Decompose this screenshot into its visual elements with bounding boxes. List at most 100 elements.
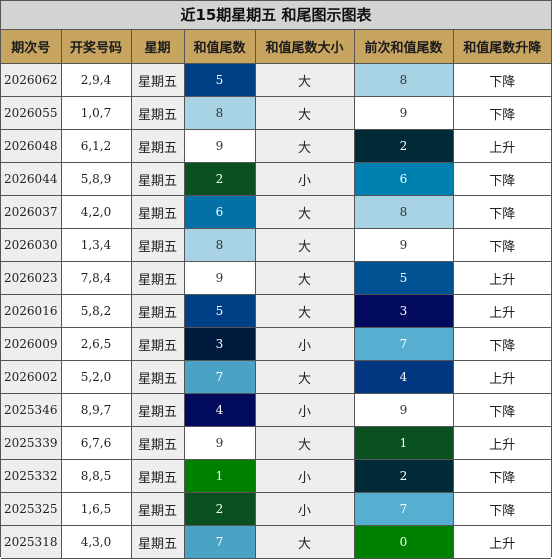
sum-tail-cell: 5 xyxy=(183,63,256,97)
issue-cell: 2026062 xyxy=(1,63,62,97)
issue-cell: 2026030 xyxy=(1,228,62,262)
size-cell: 小 xyxy=(254,459,355,493)
table-row: 2025318 4,3,0 星期五 7 大 0 上升 xyxy=(1,525,551,559)
size-cell: 大 xyxy=(254,294,355,328)
trend-cell: 下降 xyxy=(452,327,551,361)
numbers-cell: 7,8,4 xyxy=(60,261,132,295)
numbers-cell: 2,6,5 xyxy=(60,327,132,361)
numbers-cell: 1,6,5 xyxy=(60,492,132,526)
weekday-cell: 星期五 xyxy=(130,96,185,130)
numbers-cell: 5,8,9 xyxy=(60,162,132,196)
numbers-cell: 4,2,0 xyxy=(60,195,132,229)
numbers-cell: 2,9,4 xyxy=(60,63,132,97)
table-row: 2026016 5,8,2 星期五 5 大 3 上升 xyxy=(1,294,551,328)
sum-tail-cell: 2 xyxy=(183,162,256,196)
table-row: 2026002 5,2,0 星期五 7 大 4 上升 xyxy=(1,360,551,394)
size-cell: 大 xyxy=(254,63,355,97)
table-row: 2026009 2,6,5 星期五 3 小 7 下降 xyxy=(1,327,551,361)
trend-cell: 下降 xyxy=(452,393,551,427)
size-cell: 大 xyxy=(254,261,355,295)
sum-tail-cell: 8 xyxy=(183,96,256,130)
issue-cell: 2025346 xyxy=(1,393,62,427)
trend-cell: 下降 xyxy=(452,459,551,493)
prev-tail-cell: 1 xyxy=(353,426,454,460)
table-row: 2025339 6,7,6 星期五 9 大 1 上升 xyxy=(1,426,551,460)
prev-tail-cell: 2 xyxy=(353,129,454,163)
issue-cell: 2025318 xyxy=(1,525,62,559)
issue-cell: 2025332 xyxy=(1,459,62,493)
table-row: 2025325 1,6,5 星期五 2 小 7 下降 xyxy=(1,492,551,526)
header-trend: 和值尾数升降 xyxy=(452,30,551,64)
sum-tail-cell: 9 xyxy=(183,129,256,163)
sum-tail-cell: 2 xyxy=(183,492,256,526)
prev-tail-cell: 3 xyxy=(353,294,454,328)
page-title: 近15期星期五 和尾图示图表 xyxy=(1,1,551,30)
issue-cell: 2026037 xyxy=(1,195,62,229)
size-cell: 小 xyxy=(254,492,355,526)
size-cell: 大 xyxy=(254,525,355,559)
table-row: 2026044 5,8,9 星期五 2 小 6 下降 xyxy=(1,162,551,196)
trend-cell: 下降 xyxy=(452,228,551,262)
prev-tail-cell: 6 xyxy=(353,162,454,196)
weekday-cell: 星期五 xyxy=(130,426,185,460)
numbers-cell: 6,1,2 xyxy=(60,129,132,163)
table-body: 2026062 2,9,4 星期五 5 大 8 下降 2026055 1,0,7 星期五 8 大 9 下降… xyxy=(1,63,551,559)
trend-cell: 上升 xyxy=(452,426,551,460)
numbers-cell: 1,0,7 xyxy=(60,96,132,130)
numbers-cell: 5,8,2 xyxy=(60,294,132,328)
issue-cell: 2026023 xyxy=(1,261,62,295)
prev-tail-cell: 4 xyxy=(353,360,454,394)
prev-tail-cell: 2 xyxy=(353,459,454,493)
numbers-cell: 4,3,0 xyxy=(60,525,132,559)
sum-tail-cell: 1 xyxy=(183,459,256,493)
size-cell: 大 xyxy=(254,426,355,460)
weekday-cell: 星期五 xyxy=(130,195,185,229)
issue-cell: 2026048 xyxy=(1,129,62,163)
sum-tail-table: 期次号 开奖号码 星期 和值尾数 和值尾数大小 前次和值尾数 和值尾数升降 20… xyxy=(1,30,551,559)
header-row: 期次号 开奖号码 星期 和值尾数 和值尾数大小 前次和值尾数 和值尾数升降 xyxy=(1,30,551,64)
issue-cell: 2026055 xyxy=(1,96,62,130)
weekday-cell: 星期五 xyxy=(130,459,185,493)
weekday-cell: 星期五 xyxy=(130,360,185,394)
size-cell: 大 xyxy=(254,360,355,394)
trend-cell: 下降 xyxy=(452,162,551,196)
trend-cell: 上升 xyxy=(452,294,551,328)
table-row: 2026055 1,0,7 星期五 8 大 9 下降 xyxy=(1,96,551,130)
prev-tail-cell: 7 xyxy=(353,327,454,361)
numbers-cell: 6,7,6 xyxy=(60,426,132,460)
sum-tail-cell: 7 xyxy=(183,525,256,559)
sum-tail-cell: 6 xyxy=(183,195,256,229)
weekday-cell: 星期五 xyxy=(130,327,185,361)
prev-tail-cell: 0 xyxy=(353,525,454,559)
weekday-cell: 星期五 xyxy=(130,294,185,328)
weekday-cell: 星期五 xyxy=(130,228,185,262)
issue-cell: 2025325 xyxy=(1,492,62,526)
sum-tail-cell: 8 xyxy=(183,228,256,262)
table-row: 2026023 7,8,4 星期五 9 大 5 上升 xyxy=(1,261,551,295)
prev-tail-cell: 5 xyxy=(353,261,454,295)
size-cell: 小 xyxy=(254,162,355,196)
prev-tail-cell: 9 xyxy=(353,393,454,427)
weekday-cell: 星期五 xyxy=(130,492,185,526)
trend-cell: 上升 xyxy=(452,129,551,163)
weekday-cell: 星期五 xyxy=(130,162,185,196)
size-cell: 大 xyxy=(254,96,355,130)
table-row: 2026062 2,9,4 星期五 5 大 8 下降 xyxy=(1,63,551,97)
sum-tail-cell: 9 xyxy=(183,261,256,295)
table-row: 2025332 8,8,5 星期五 1 小 2 下降 xyxy=(1,459,551,493)
issue-cell: 2026044 xyxy=(1,162,62,196)
sum-tail-cell: 5 xyxy=(183,294,256,328)
numbers-cell: 8,8,5 xyxy=(60,459,132,493)
numbers-cell: 5,2,0 xyxy=(60,360,132,394)
numbers-cell: 8,9,7 xyxy=(60,393,132,427)
weekday-cell: 星期五 xyxy=(130,525,185,559)
size-cell: 小 xyxy=(254,393,355,427)
trend-cell: 下降 xyxy=(452,96,551,130)
issue-cell: 2025339 xyxy=(1,426,62,460)
size-cell: 大 xyxy=(254,228,355,262)
size-cell: 大 xyxy=(254,129,355,163)
trend-cell: 上升 xyxy=(452,261,551,295)
header-size: 和值尾数大小 xyxy=(254,30,355,64)
weekday-cell: 星期五 xyxy=(130,63,185,97)
sum-tail-cell: 4 xyxy=(183,393,256,427)
